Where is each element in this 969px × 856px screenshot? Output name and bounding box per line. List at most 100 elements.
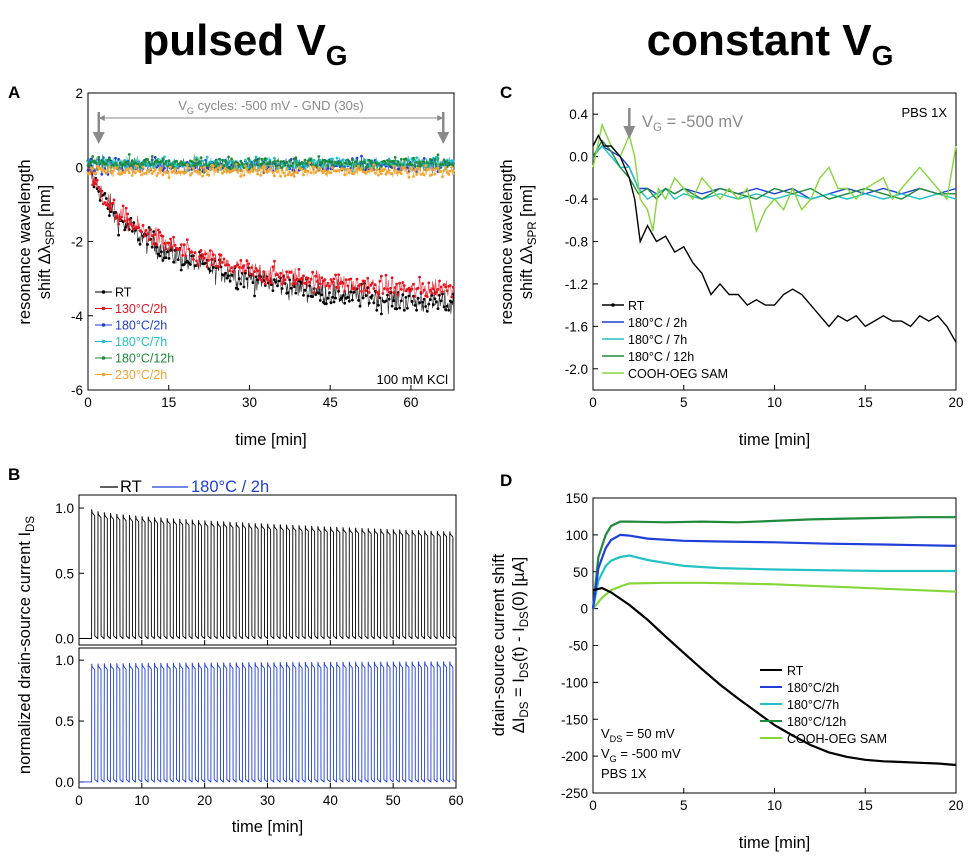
data-point (216, 170, 220, 174)
data-point (399, 172, 403, 176)
y-axis-label: drain-source current shift (490, 553, 508, 736)
data-point (104, 162, 108, 166)
data-point (127, 171, 131, 175)
data-point (280, 162, 284, 165)
data-point (268, 160, 272, 164)
data-point (346, 158, 350, 162)
data-point (86, 168, 90, 172)
data-point (285, 167, 289, 170)
data-point (282, 281, 285, 284)
data-point (407, 175, 411, 179)
data-point (291, 172, 295, 176)
data-point (199, 156, 203, 160)
data-point (253, 166, 256, 170)
data-point (441, 290, 444, 294)
data-point (94, 172, 97, 175)
data-point (306, 170, 310, 173)
data-point (421, 282, 425, 285)
data-point (245, 162, 249, 166)
data-point (114, 211, 117, 214)
legend-marker (101, 372, 106, 377)
data-point (436, 307, 440, 310)
data-point (331, 160, 334, 164)
data-point (389, 286, 392, 290)
data-point (329, 278, 333, 281)
x-tick-label: 5 (680, 395, 688, 410)
data-point (257, 157, 261, 161)
legend-marker (101, 290, 106, 294)
data-point (383, 167, 386, 171)
x-tick-label: 10 (767, 395, 782, 410)
text-part: = -500 mV (617, 746, 681, 761)
legend-label: 180°C/7h (787, 698, 839, 712)
data-point (360, 160, 363, 164)
data-point (153, 233, 157, 236)
data-point (309, 278, 313, 281)
data-point (146, 158, 150, 161)
data-point (263, 157, 267, 161)
data-point (163, 155, 166, 159)
data-point (135, 164, 139, 168)
data-point (160, 160, 163, 163)
data-point (303, 288, 307, 292)
data-point (407, 286, 411, 290)
legend-label: 130°C/2h (115, 302, 167, 316)
data-point (274, 164, 278, 168)
data-point (363, 161, 366, 165)
data-point (331, 157, 334, 161)
data-point (334, 296, 337, 300)
data-point (130, 229, 134, 233)
data-point (242, 264, 246, 267)
data-point (331, 166, 334, 170)
data-point (358, 304, 362, 308)
data-point (138, 165, 142, 169)
legend-label: COOH-OEG SAM (628, 367, 728, 381)
data-point (392, 159, 395, 163)
data-point (357, 164, 360, 168)
data-point (259, 174, 263, 177)
legend-label: RT (120, 478, 142, 496)
data-point (236, 170, 240, 174)
data-point (111, 201, 114, 205)
data-point (277, 166, 281, 169)
data-point (346, 284, 350, 288)
legend-label: 180°C / 2h (191, 478, 269, 496)
data-point (234, 162, 238, 166)
data-point (444, 166, 447, 169)
text-part: = I (510, 678, 528, 701)
data-point (352, 172, 356, 176)
data-point (422, 173, 426, 177)
data-point (237, 163, 241, 167)
data-point (277, 275, 281, 279)
data-point (276, 170, 279, 174)
series-230°C/2h (86, 161, 455, 180)
data-point (208, 160, 212, 164)
x-tick-label: 30 (260, 793, 275, 808)
data-point (401, 281, 405, 284)
data-point (230, 266, 234, 269)
data-point (259, 162, 263, 166)
data-point (375, 168, 379, 172)
data-point (335, 156, 339, 160)
data-point (123, 228, 127, 232)
data-point (398, 306, 402, 310)
data-point (357, 299, 360, 302)
data-point (386, 293, 389, 297)
data-point (396, 293, 400, 297)
data-point (221, 261, 224, 264)
data-point (147, 170, 151, 174)
series-line (87, 165, 455, 300)
data-point (367, 291, 371, 294)
data-point (216, 162, 220, 166)
data-point (384, 299, 388, 303)
data-point (211, 253, 215, 257)
data-point (114, 156, 117, 160)
data-point (432, 287, 435, 291)
data-point (308, 284, 311, 288)
data-point (332, 300, 336, 304)
data-point (204, 169, 208, 173)
data-point (422, 157, 426, 160)
data-point (369, 284, 373, 287)
y-tick-label: 100 (565, 528, 588, 543)
data-point (158, 168, 162, 172)
